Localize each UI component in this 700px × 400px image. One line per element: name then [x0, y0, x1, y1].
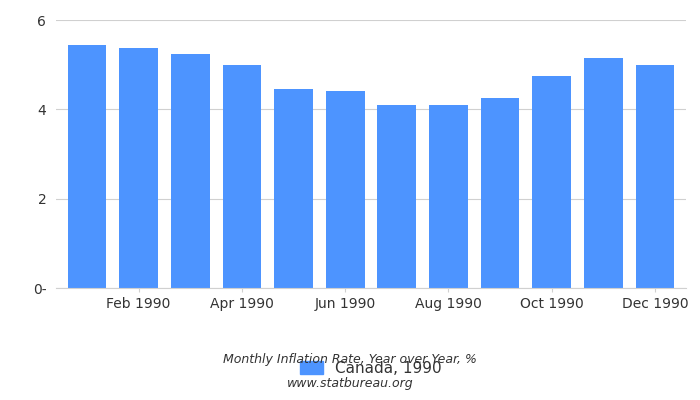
Bar	[119, 48, 158, 288]
Bar	[481, 98, 519, 288]
Bar	[223, 65, 261, 288]
Bar	[429, 105, 468, 288]
Legend: Canada, 1990: Canada, 1990	[294, 354, 448, 382]
Bar	[68, 44, 106, 288]
Bar	[326, 92, 365, 288]
Bar	[171, 54, 209, 288]
Bar	[584, 58, 623, 288]
Bar	[377, 105, 416, 288]
Text: Monthly Inflation Rate, Year over Year, %: Monthly Inflation Rate, Year over Year, …	[223, 354, 477, 366]
Bar	[533, 76, 571, 288]
Bar	[274, 89, 313, 288]
Text: www.statbureau.org: www.statbureau.org	[287, 378, 413, 390]
Bar	[636, 65, 674, 288]
